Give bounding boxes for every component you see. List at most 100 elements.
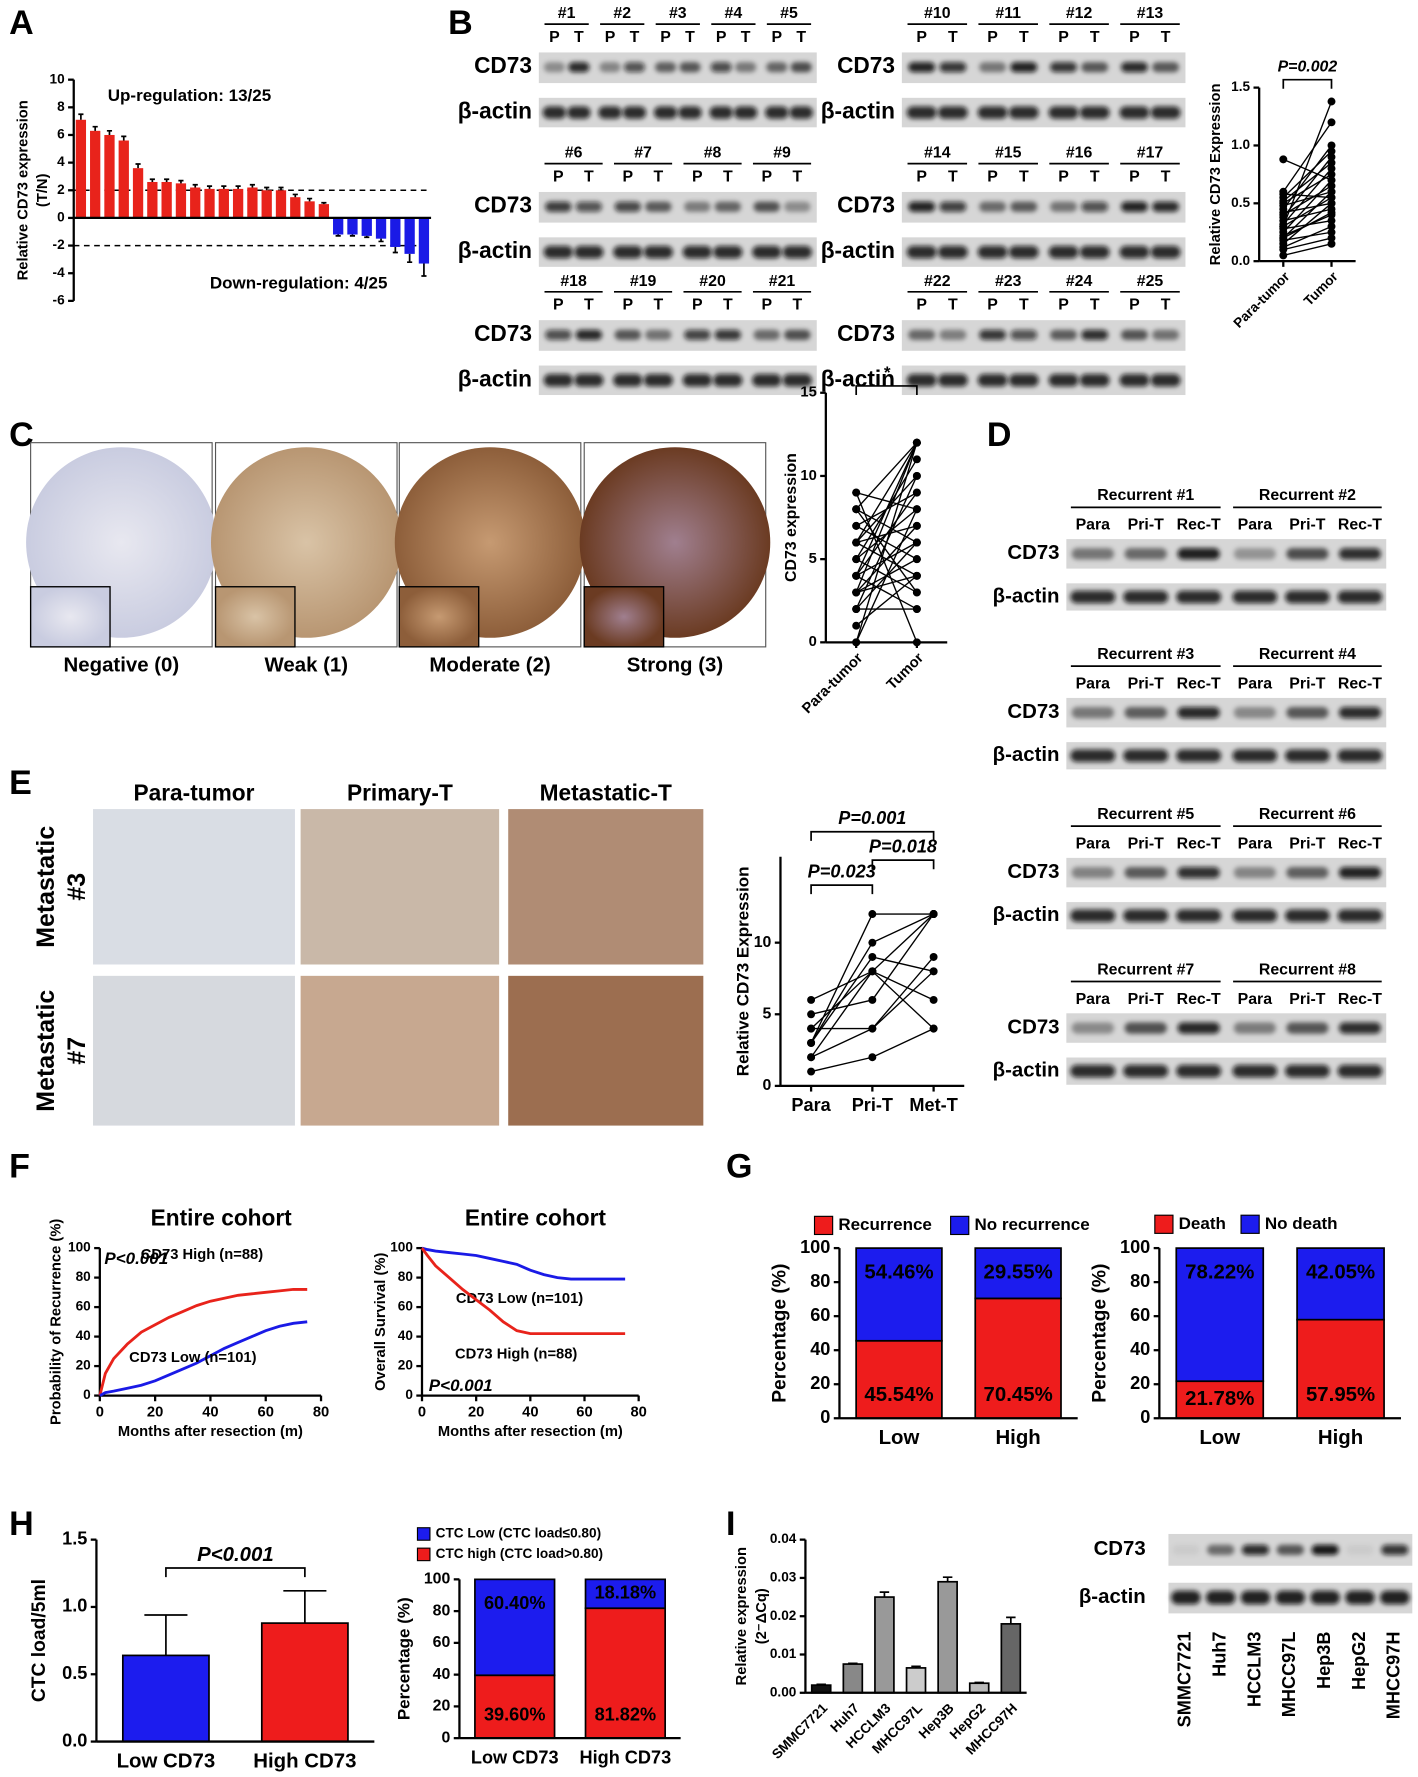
lane-label: Para [1076,517,1111,534]
x-tick-label: 20 [468,1404,484,1420]
blot-band [1152,62,1180,73]
blot-band [1119,245,1150,259]
blot-strip [1066,539,1387,569]
point [1327,153,1336,162]
y-tick-label: 20 [398,1358,414,1373]
sample-label: #10 [924,5,951,22]
blot-band [979,329,1007,341]
lane-label: T [584,168,594,185]
blot-band [789,106,813,119]
lane-label: Para [1076,675,1111,692]
lane-label: P [761,168,772,185]
x-tick-label: 60 [576,1404,592,1420]
value-label: 21.78% [1185,1388,1254,1410]
y-tick-label: 40 [398,1328,414,1343]
point [912,538,921,547]
blot-band [1176,1064,1222,1078]
ihc-inset [214,586,296,648]
bar [75,119,87,218]
point [912,571,921,580]
bar-segment [474,1674,556,1740]
pair-line [810,970,873,1058]
point [1327,222,1336,231]
blot-band [1241,1544,1270,1555]
blot-band [938,374,968,387]
blot-band [977,245,1008,259]
point [1327,158,1336,167]
annotation: * [883,363,891,382]
blot-band [1081,329,1109,341]
pair-line [855,492,918,643]
value-label: 70.45% [984,1384,1053,1406]
blot-band [1150,374,1181,387]
y-tick-label: 100 [424,1571,451,1588]
group-label: Recurrent #7 [1097,961,1194,978]
y-tick-label: 80 [76,1269,92,1284]
pair-line [810,913,873,1044]
point [807,995,816,1004]
y-tick-label: 1.5 [62,1528,87,1548]
error-bar [974,1681,984,1684]
blot-band [1172,1544,1200,1555]
y-tick-label: 20 [433,1698,451,1715]
y-tick-label: 80 [1130,1271,1150,1291]
sample-label: #22 [924,273,951,290]
bracket [165,1567,306,1578]
point [1327,170,1336,179]
blot-band [543,374,573,387]
y-tick-label: 10 [754,934,772,951]
blot-band [1048,106,1079,119]
y-tick-label: 100 [1120,1237,1150,1257]
blot-band [784,201,811,212]
blot-band [645,201,672,212]
value-label: 18.18% [595,1583,657,1603]
y-tick-label: 0.01 [770,1646,797,1661]
y-tick-label: 0.5 [62,1663,87,1683]
pair-line [1282,121,1333,193]
point [1279,155,1288,164]
blot-band [753,201,780,212]
lane-label: P [916,297,927,314]
blot-band [977,374,1008,387]
blot-band [939,62,967,73]
blot-band [1119,106,1150,119]
lane-label: P [987,297,998,314]
blot-band [1177,706,1220,719]
point [852,621,861,630]
row-label: β-actin [993,1060,1060,1082]
point [1279,251,1288,260]
ihc-image [300,975,500,1126]
blot-band [1337,1064,1383,1078]
lane-label: T [1090,168,1100,185]
blot-band [1070,909,1116,922]
bar [304,201,315,218]
lane-label: T [723,168,733,185]
y-tick-label: 100 [68,1240,91,1255]
pair-line [1282,202,1332,245]
point [929,995,938,1004]
error-bar [121,135,127,141]
value-label: 57.95% [1306,1384,1375,1406]
blot-band [1071,1022,1114,1034]
blot-band [1123,749,1169,763]
ihc-image [300,809,500,965]
ihc-inset [398,586,480,648]
blot-band [1276,1544,1304,1555]
y-tick-label: 80 [398,1269,414,1284]
sample-label: #24 [1066,273,1093,290]
y-tick-label: 15 [800,385,816,401]
panel-label: C [9,416,34,454]
error-bar [335,234,341,237]
bar [275,190,287,218]
blot-band [1120,62,1148,73]
ihc-image [93,809,295,965]
blot-band [1124,548,1167,560]
pair-line [1282,211,1332,239]
legend-label: No death [1265,1214,1338,1233]
series-line [421,1246,626,1281]
point [852,555,861,564]
blot-band [1010,201,1038,212]
point [1327,199,1336,208]
lane-label: Pri-T [1289,991,1325,1008]
point [912,521,921,530]
